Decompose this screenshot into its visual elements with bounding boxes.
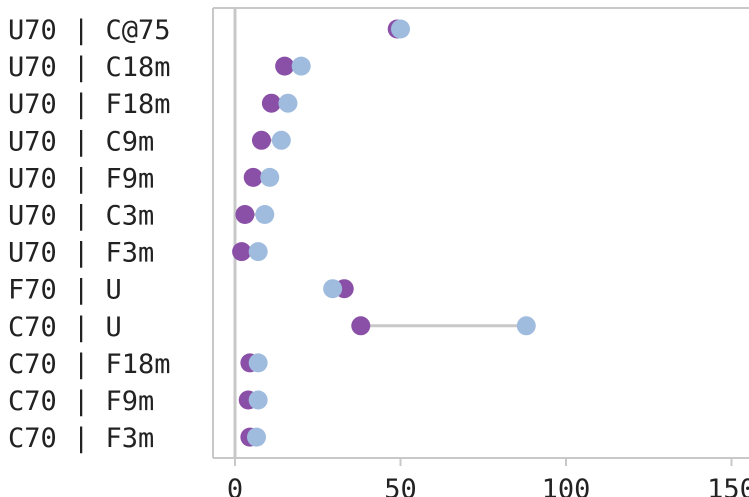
category-labels: U70 | C@75 U70 | C18m U70 | F18m U70 | C9m U… [8, 15, 171, 454]
plot-area [212, 7, 749, 459]
series2-point [391, 19, 410, 39]
series2-point [323, 279, 343, 299]
series1-point [251, 130, 271, 150]
series1-point [235, 205, 255, 224]
category-label: U70 | F3m [8, 238, 154, 269]
category-label: C70 | F3m [8, 423, 154, 454]
series2-point [291, 56, 311, 76]
x-tick-label: 50 [384, 474, 417, 497]
data-points [232, 19, 536, 447]
category-label: C70 | F18m [8, 349, 171, 380]
category-label: U70 | C9m [8, 126, 154, 157]
series2-point [247, 427, 267, 447]
x-axis-ticks: 0 50 100 150 [227, 458, 749, 497]
series1-point [351, 316, 371, 336]
connector-lines [241, 27, 527, 439]
series2-point [278, 93, 298, 113]
series2-point [516, 316, 536, 336]
series1-point [243, 167, 263, 187]
x-tick-label: 0 [227, 474, 243, 497]
category-label: U70 | F9m [8, 163, 154, 194]
x-tick-label: 150 [707, 474, 749, 497]
series2-point [248, 390, 268, 410]
series2-point [271, 130, 291, 150]
category-label: F70 | U [8, 275, 122, 306]
series1-point [275, 56, 295, 76]
series1-point [232, 242, 252, 262]
series2-point [248, 242, 268, 262]
series2-point [255, 205, 275, 224]
category-label: C70 | U [8, 312, 122, 343]
category-label: U70 | C@75 [8, 15, 171, 46]
series2-point [260, 167, 280, 187]
series1-point [261, 93, 281, 113]
x-tick-label: 100 [542, 474, 591, 497]
category-label: U70 | C3m [8, 201, 154, 232]
category-label: U70 | F18m [8, 89, 171, 120]
series2-point [248, 353, 268, 373]
category-label: C70 | F9m [8, 386, 154, 417]
category-label: U70 | C18m [8, 52, 171, 83]
